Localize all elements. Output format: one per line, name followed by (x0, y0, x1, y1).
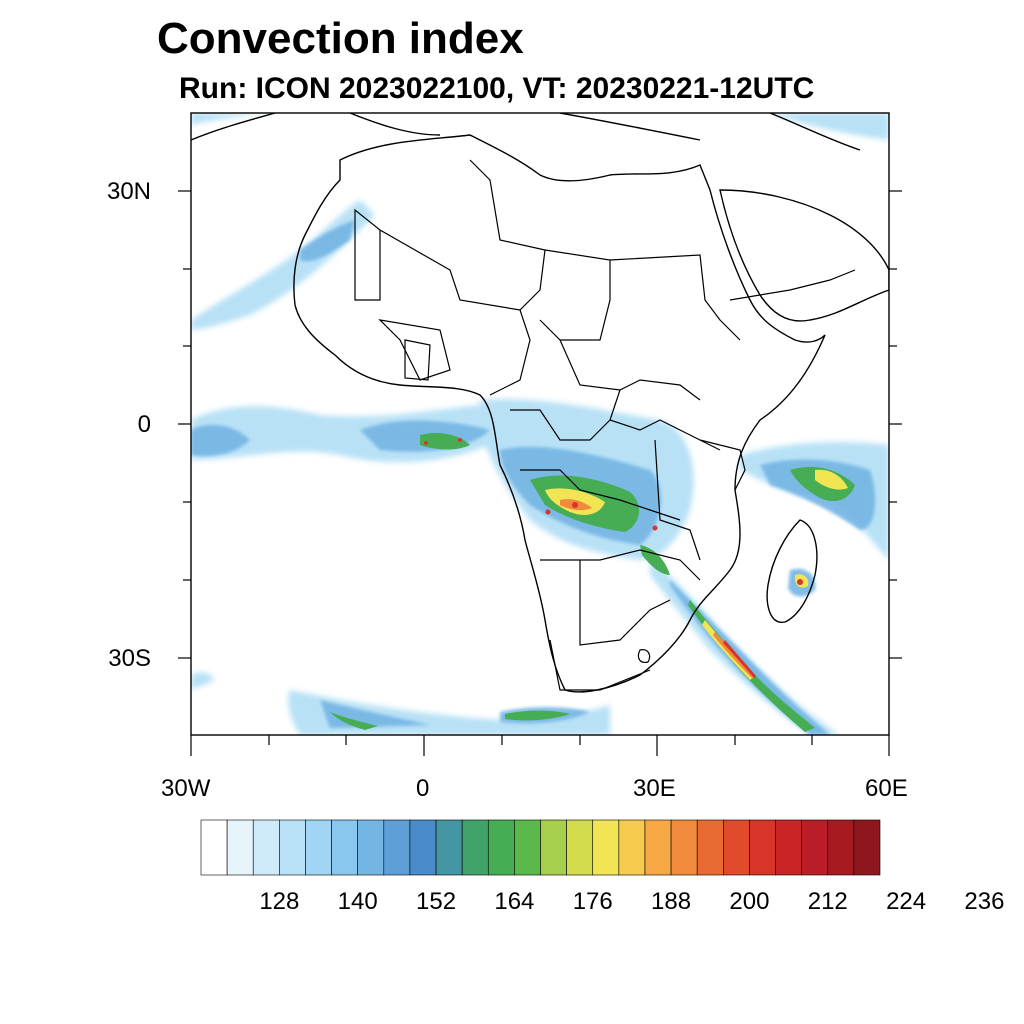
colorbar-swatch (279, 819, 306, 876)
colorbar-swatch (305, 819, 332, 876)
colorbar-swatch (383, 819, 411, 876)
colorbar-swatch (435, 819, 463, 876)
run-subtitle: Run: ICON 2023022100, VT: 20230221-12UTC (179, 72, 815, 105)
colorbar-swatch (801, 819, 829, 876)
colorbar-swatch (618, 819, 646, 876)
colorbar-swatch (775, 819, 802, 876)
arabian-peninsula (719, 189, 889, 322)
lat-label-30n: 30N (106, 178, 151, 205)
colorbar-swatch (514, 819, 541, 876)
colorbar-swatch (566, 819, 594, 876)
lat-label-0: 0 (137, 411, 151, 438)
colorbar-swatch (696, 819, 724, 876)
axis-ticks (178, 190, 902, 756)
colorbar-label: 236 (964, 888, 1005, 915)
colorbar-swatch (226, 819, 254, 876)
colorbar-label: 176 (572, 888, 613, 915)
colorbar-swatch (749, 819, 776, 876)
colorbar-label: 164 (494, 888, 535, 915)
lon-label-0: 0 (416, 775, 430, 802)
colorbar-label: 212 (807, 888, 848, 915)
lat-label-30s: 30S (108, 645, 151, 672)
lon-label-30e: 30E (633, 775, 676, 802)
colorbar-label: 224 (886, 888, 927, 915)
colorbar-swatch (409, 819, 437, 876)
lon-label-30w: 30W (161, 775, 211, 802)
colorbar-swatch (540, 819, 567, 876)
colorbar-swatch (487, 819, 515, 876)
colorbar-swatch (592, 819, 620, 876)
colorbar-swatch (200, 819, 228, 876)
colorbar-label: 200 (729, 888, 770, 915)
country-borders (354, 159, 856, 691)
colorbar-swatch (644, 819, 672, 876)
field-moz-channel-band (650, 560, 840, 735)
colorbar-swatch (723, 819, 750, 876)
colorbar-swatch (331, 819, 358, 876)
colorbar-label: 152 (416, 888, 457, 915)
colorbar-swatch (853, 819, 881, 876)
lon-label-60e: 60E (865, 775, 908, 802)
colorbar-swatch (670, 819, 698, 876)
colorbar-swatch (461, 819, 489, 876)
africa-coastline (293, 134, 826, 693)
page-title: Convection index (157, 14, 524, 63)
colorbar-label: 140 (337, 888, 378, 915)
colorbar-swatch (252, 819, 280, 876)
convection-field (191, 113, 889, 735)
iberia-europe (191, 113, 861, 151)
colorbar-swatch (827, 819, 855, 876)
colorbar-label: 188 (651, 888, 692, 915)
colorbar-swatch (357, 819, 385, 876)
colorbar-label: 128 (259, 888, 300, 915)
madagascar (766, 519, 818, 623)
coastlines (191, 113, 889, 693)
